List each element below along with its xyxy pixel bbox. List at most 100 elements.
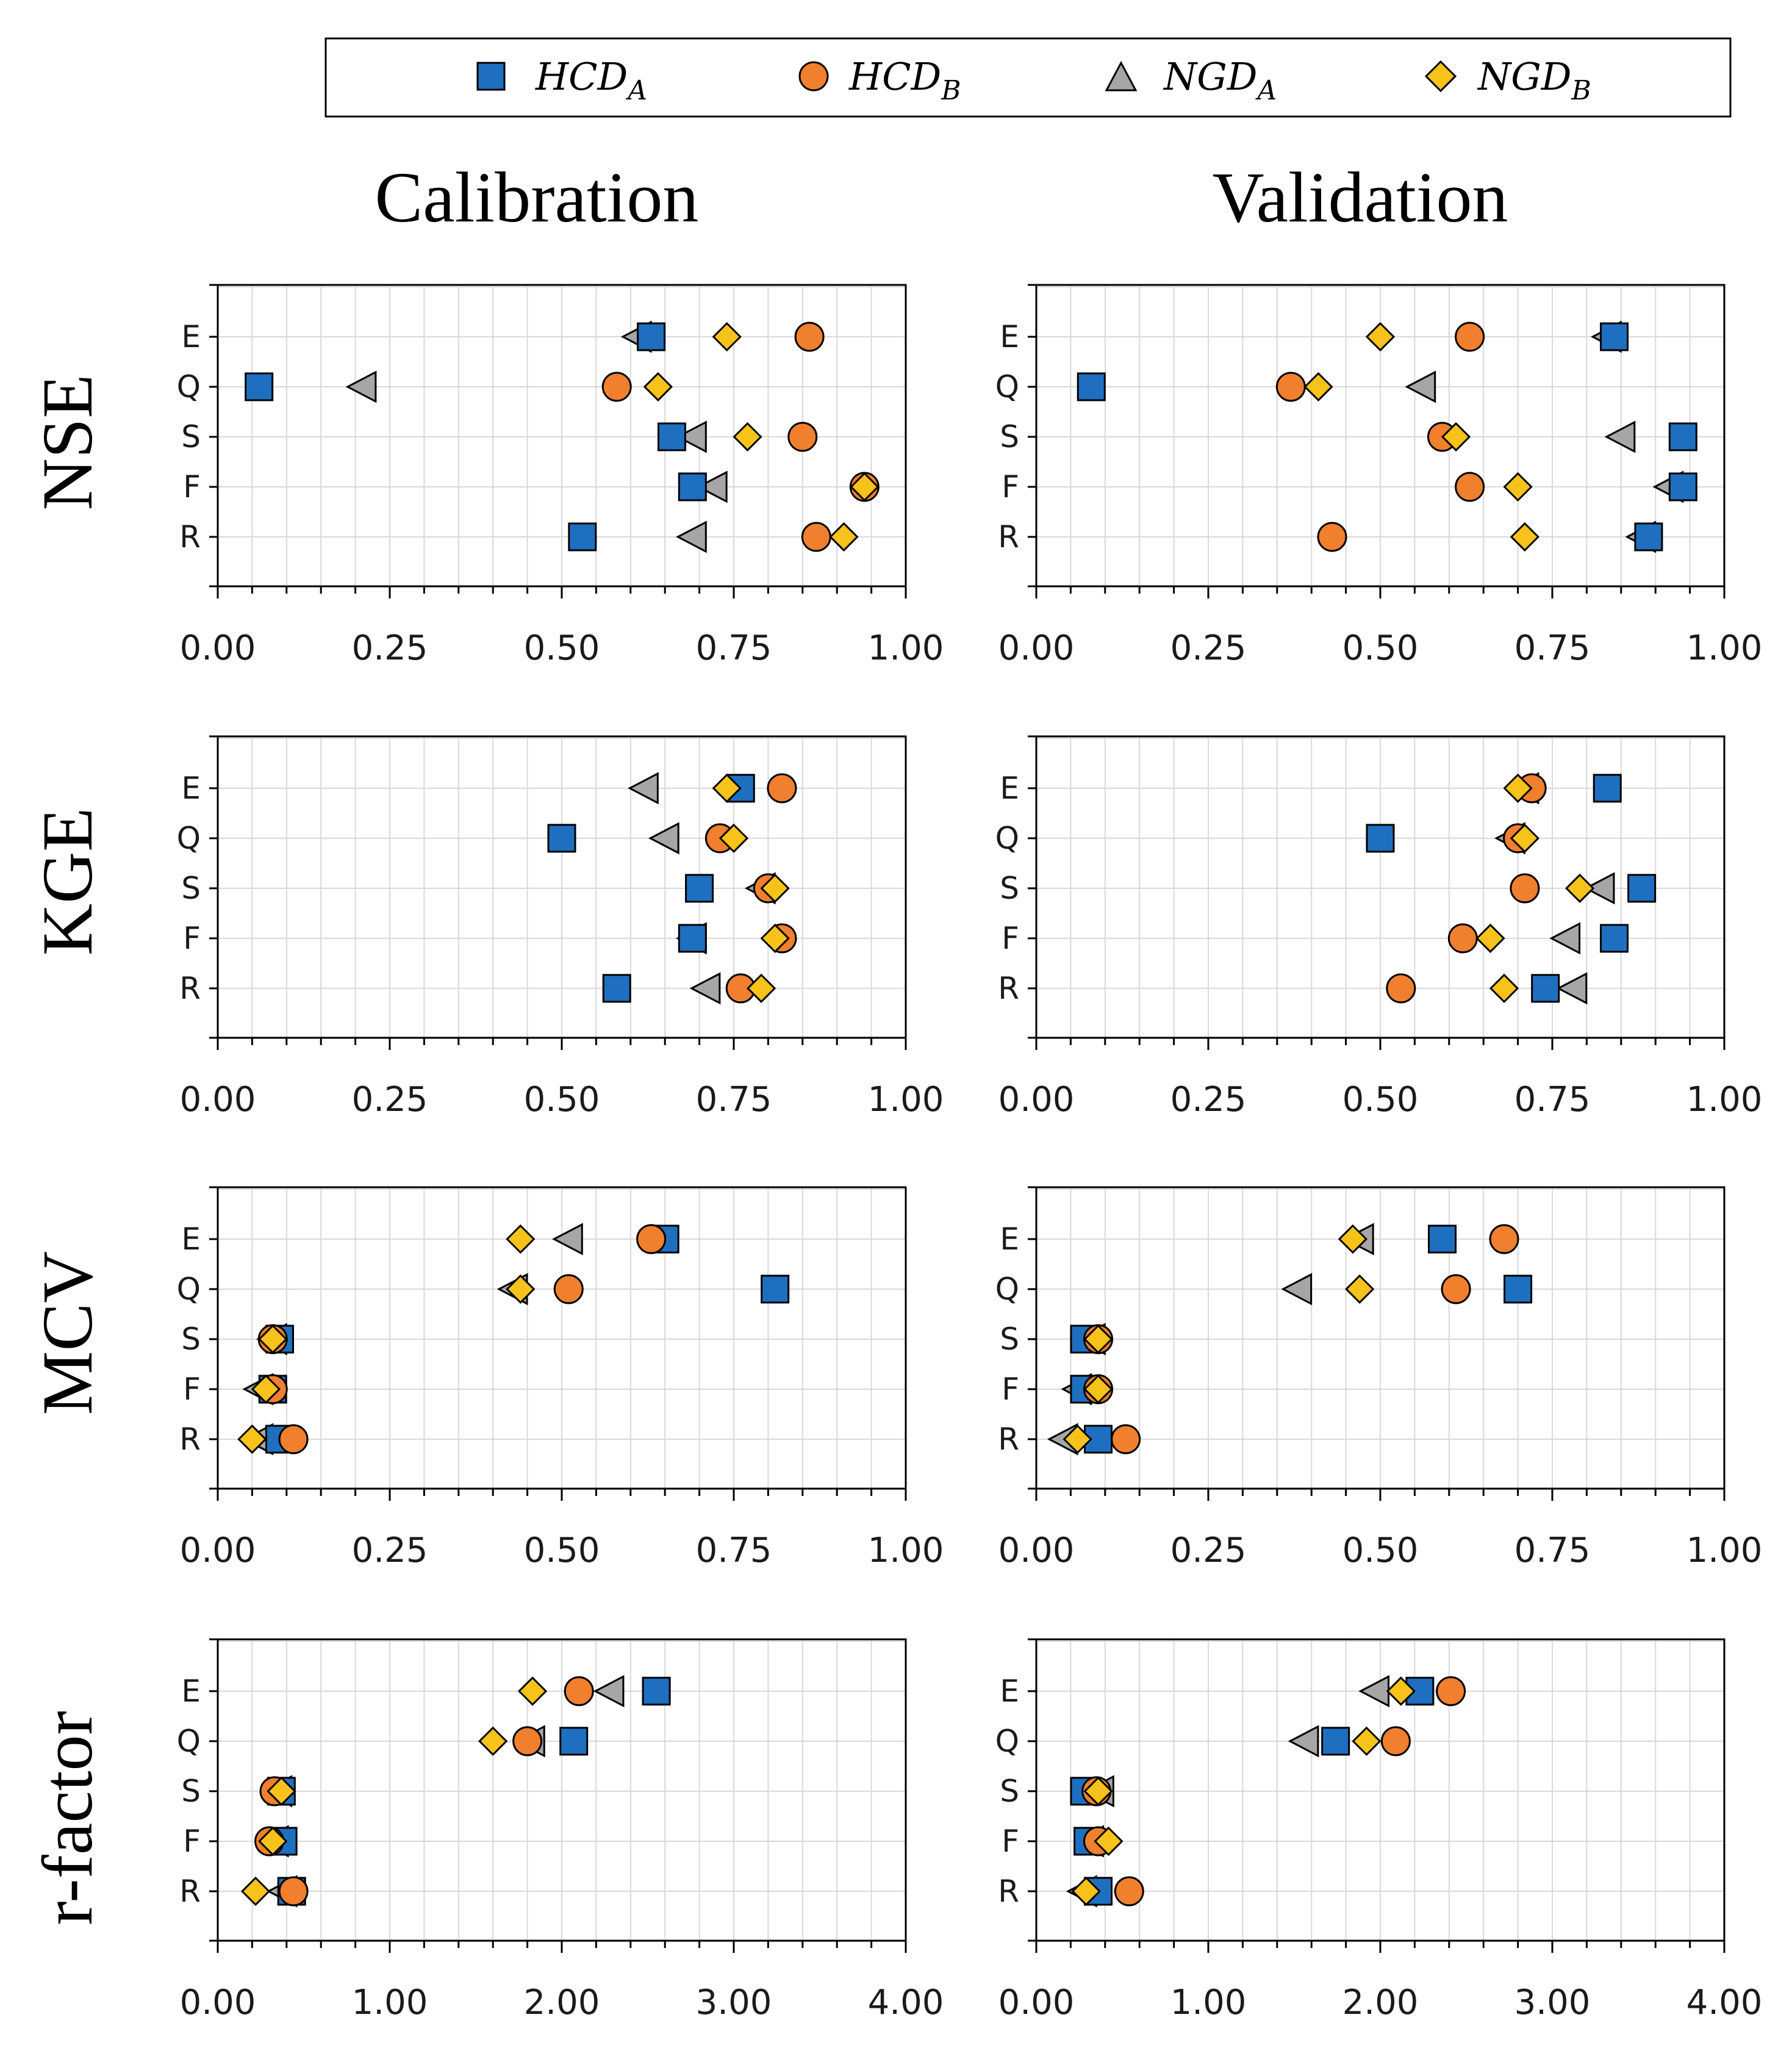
point-ngdb-s [1564,873,1595,904]
point-ngdb-f [850,472,880,502]
point-hcda-e [1600,322,1629,351]
point-hcdb-r [1114,1876,1144,1907]
x-tick-label: 1.00 [1170,1983,1247,2022]
point-hcda-e [1428,1224,1457,1254]
y-tick-label: Q [177,369,201,404]
x-tick-label: 1.00 [1686,1531,1763,1570]
column-title-calibration: Calibration [375,157,699,237]
point-hcda-q [761,1274,790,1304]
x-tick-label: 0.00 [998,1983,1075,2022]
point-hcda-q [1366,824,1395,853]
point-ngdb-s [733,422,762,452]
y-tick-label: F [1002,1371,1019,1407]
x-tick-label: 0.50 [1342,1080,1419,1120]
point-ngda-e [628,772,659,805]
y-tick-label: E [1000,319,1019,354]
legend-label-ngda: NGDA [1163,54,1277,106]
x-tick-label: 0.25 [352,1531,428,1570]
point-ngda-q [1288,1725,1319,1758]
point-hcdb-q [1275,372,1306,402]
row-title-mcv: MCV [27,1251,107,1415]
x-tick-label: 0.75 [696,1080,772,1120]
y-tick-label: E [1000,1673,1019,1709]
gridlines [218,1639,906,1942]
y-tick-label: R [998,1422,1019,1457]
point-hcdb-e [1489,1224,1519,1254]
point-ngdb-r [746,973,776,1004]
point-hcdb-s [1510,873,1540,904]
point-hcdb-s [787,422,818,452]
legend-marker-triangle [1105,60,1138,92]
point-hcda-f [678,472,707,501]
point-ngdb-s [267,1776,296,1806]
x-tick-label: 4.00 [868,1983,944,2022]
row-title-r-factor: r-factor [27,1711,107,1925]
y-tick-label: E [181,319,201,354]
point-ngda-s [1583,872,1615,905]
point-ngdb-q [719,823,749,854]
y-tick-label: F [1002,469,1019,505]
y-tick-label: E [181,1673,201,1709]
point-ngdb-r [1489,973,1519,1004]
point-hcda-s [657,422,686,451]
point-hcda-s [685,874,714,903]
legend-marker-circle [798,61,829,92]
legend: HCDA HCDB NGDA NGDB [324,37,1732,118]
point-hcda-r [1531,974,1560,1003]
x-tick-label: 0.50 [1342,628,1419,668]
point-ngdb-e [1338,1224,1368,1254]
point-hcdb-e [794,322,825,352]
legend-entry-hcda: HCDA [476,54,647,106]
x-tick-label: 0.25 [1170,1080,1247,1120]
point-ngdb-e [712,322,742,352]
point-ngdb-e [712,773,742,803]
point-ngdb-q [506,1274,536,1304]
point-ngdb-q [1345,1274,1375,1304]
series-ngdb [237,1224,536,1454]
point-ngdb-s [258,1324,288,1354]
point-hcdb-r [1317,522,1347,552]
series-ngdb [1303,322,1540,552]
gridlines [218,736,906,1039]
point-ngda-s [1604,420,1636,453]
y-tick-label: Q [995,1271,1019,1307]
point-hcdb-r [801,522,831,552]
y-tick-label: Q [177,1271,201,1307]
x-tick-label: 0.25 [1170,1531,1247,1570]
point-hcda-q [1503,1274,1533,1304]
x-tick-label: 0.75 [696,628,772,668]
x-tick-label: 0.00 [180,1983,256,2022]
point-ngdb-r [1063,1424,1092,1454]
legend-entry-hcdb: HCDB [798,54,961,106]
x-tick-label: 0.50 [524,1531,600,1570]
point-ngda-r [1556,972,1588,1005]
point-ngda-q [345,370,377,403]
point-ngdb-q [643,372,673,402]
point-ngdb-r [1071,1876,1101,1907]
x-tick-label: 0.25 [352,1080,428,1120]
point-ngdb-s [1083,1776,1113,1806]
x-tick-label: 1.00 [868,1080,944,1120]
y-tick-label: F [183,1371,201,1407]
point-hcda-r [568,522,597,552]
gridlines [218,1187,906,1490]
point-hcdb-e [1455,322,1485,352]
x-tick-label: 0.00 [998,628,1075,668]
legend-box [324,37,1732,118]
x-tick-label: 3.00 [696,1983,772,2022]
point-hcda-s [1627,874,1657,903]
point-ngda-q [1405,370,1436,403]
x-tick-label: 4.00 [1686,1983,1763,2022]
point-hcdb-r [278,1424,309,1454]
x-tick-label: 1.00 [868,628,944,668]
point-hcda-e [1593,774,1622,803]
point-hcda-e [642,1677,671,1706]
point-ngdb-f [251,1374,281,1404]
y-tick-label: S [1000,419,1019,455]
point-hcdb-e [1436,1676,1466,1706]
point-hcdb-r [278,1876,309,1907]
